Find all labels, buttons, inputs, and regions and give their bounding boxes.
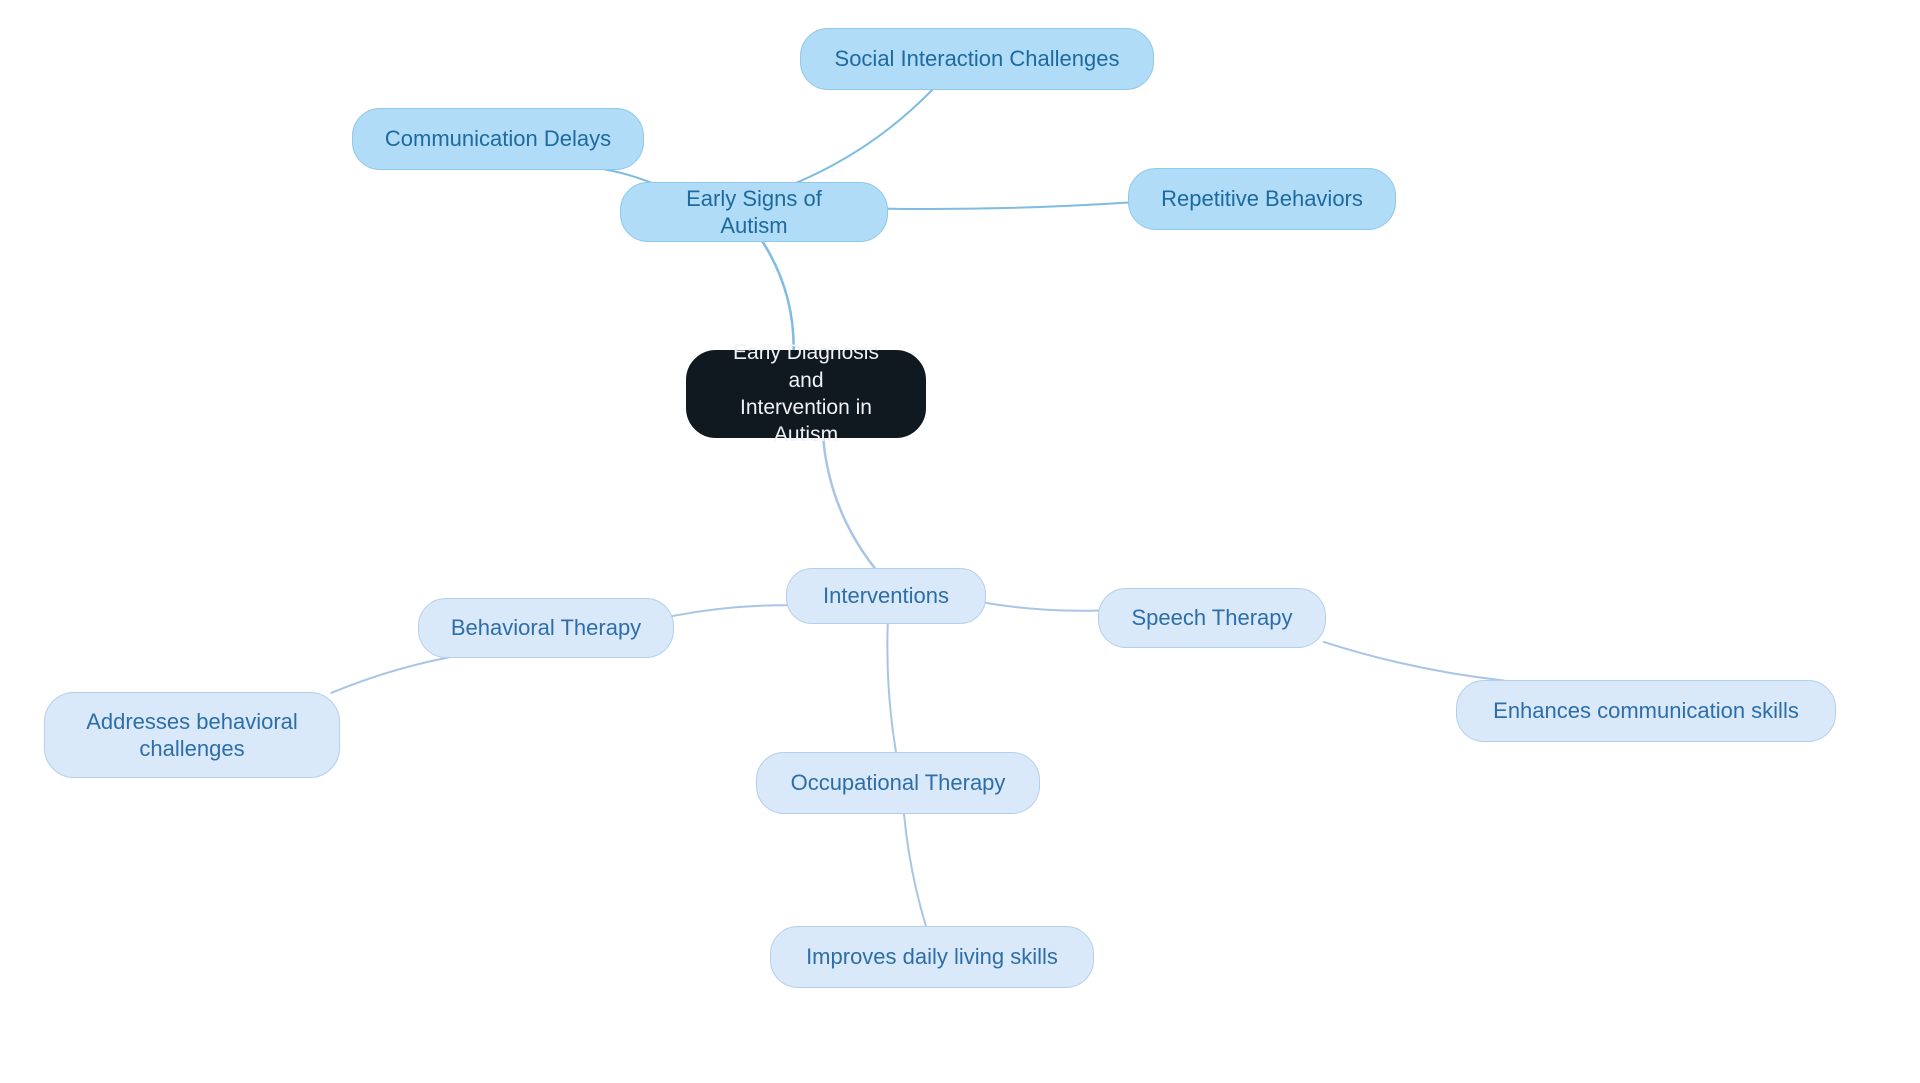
node-speech-therapy: Speech Therapy bbox=[1098, 588, 1326, 648]
node-behavioral-desc: Addresses behavioralchallenges bbox=[44, 692, 340, 778]
node-early-signs: Early Signs of Autism bbox=[620, 182, 888, 242]
node-root: Early Diagnosis andIntervention in Autis… bbox=[686, 350, 926, 438]
node-speech-desc: Enhances communication skills bbox=[1456, 680, 1836, 742]
mindmap-stage: Early Diagnosis andIntervention in Autis… bbox=[0, 0, 1920, 1083]
node-occupational-therapy: Occupational Therapy bbox=[756, 752, 1040, 814]
node-social-interaction: Social Interaction Challenges bbox=[800, 28, 1154, 90]
node-interventions: Interventions bbox=[786, 568, 986, 624]
node-communication-delays: Communication Delays bbox=[352, 108, 644, 170]
node-repetitive-behaviors: Repetitive Behaviors bbox=[1128, 168, 1396, 230]
node-behavioral-therapy: Behavioral Therapy bbox=[418, 598, 674, 658]
edges-layer bbox=[0, 0, 1920, 1083]
node-occupational-desc: Improves daily living skills bbox=[770, 926, 1094, 988]
